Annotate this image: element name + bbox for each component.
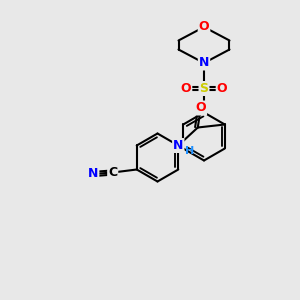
Text: O: O (181, 82, 191, 95)
Text: O: O (217, 82, 227, 95)
Text: N: N (199, 56, 209, 70)
Text: H: H (185, 146, 194, 156)
Text: N: N (173, 139, 184, 152)
Text: N: N (88, 167, 98, 181)
Text: O: O (199, 20, 209, 34)
Text: S: S (200, 82, 208, 95)
Text: C: C (108, 166, 117, 179)
Text: O: O (196, 101, 206, 115)
